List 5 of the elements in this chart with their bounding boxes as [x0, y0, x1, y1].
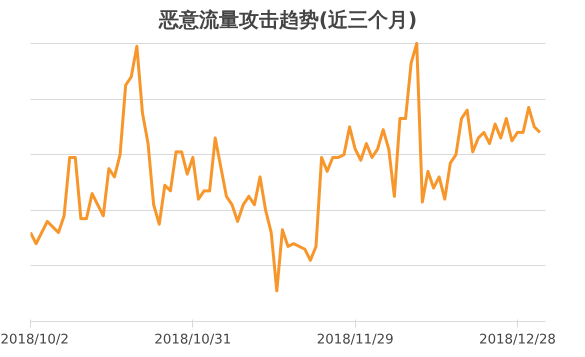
x-tick-label: 2018/12/28	[479, 332, 556, 348]
x-tick-label: 2018/10/2	[0, 332, 69, 348]
x-tick-label: 2018/10/31	[154, 332, 232, 348]
x-tick-label: 2018/11/29	[316, 332, 394, 348]
chart-title: 恶意流量攻击趋势(近三个月)	[158, 8, 418, 32]
